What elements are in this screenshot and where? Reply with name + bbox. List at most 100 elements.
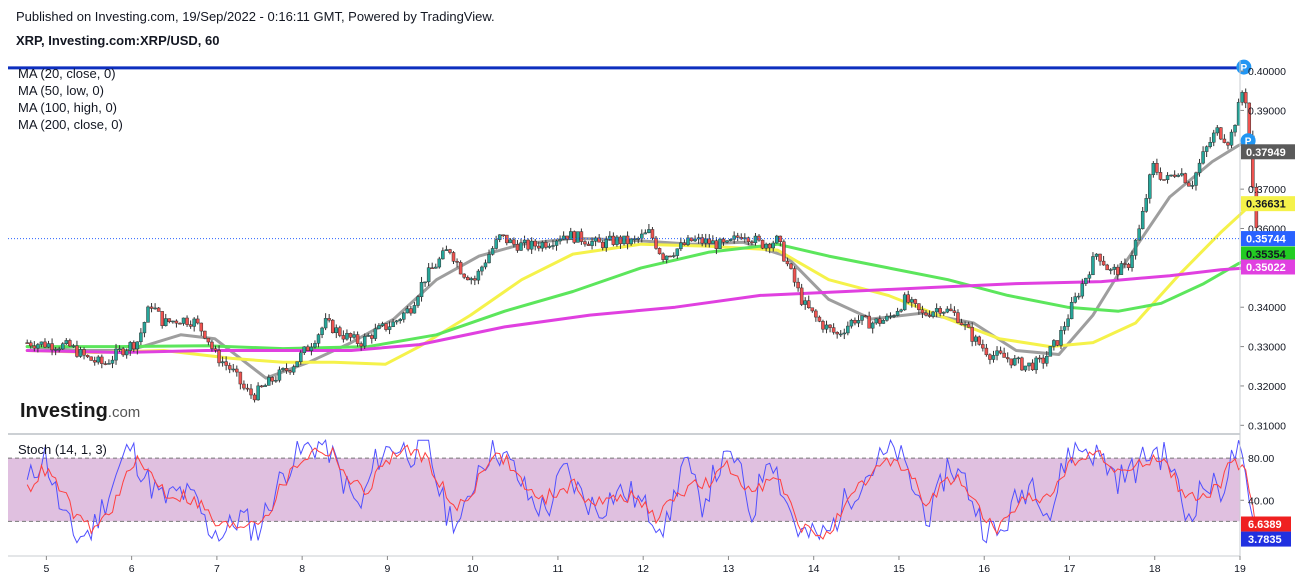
candle-body [600, 241, 605, 248]
candle-body [643, 232, 648, 235]
candle-body [537, 245, 541, 249]
candle-body [483, 262, 488, 268]
candle-body [998, 350, 1003, 354]
investing-logo: Investing.com [20, 400, 140, 422]
candlesticks [25, 88, 1259, 403]
candle-body [629, 238, 633, 245]
candle-body [1005, 357, 1010, 360]
candle-body [224, 361, 228, 366]
candle-body [132, 342, 136, 350]
candle-body [1162, 179, 1166, 181]
candle-body [1151, 163, 1156, 175]
candle-body [85, 354, 90, 358]
candle-body [1190, 185, 1195, 187]
candle-body [970, 327, 974, 342]
legend-ma50[interactable]: MA (50, low, 0) [18, 83, 104, 98]
candle-body [664, 255, 669, 260]
candle-body [867, 315, 871, 329]
candle-body [668, 255, 672, 258]
candle-body [576, 231, 580, 243]
candle-body [480, 266, 484, 272]
legend-ma100[interactable]: MA (100, high, 0) [18, 100, 117, 115]
time-axis[interactable]: 5 6 7 8 9 10 11 12 13 14 15 16 17 18 19 [43, 556, 1246, 575]
stoch-label-box [1241, 516, 1291, 532]
legend-ma200[interactable]: MA (200, close, 0) [18, 117, 123, 132]
price-tick-label: 0.31000 [1248, 420, 1286, 432]
candle-body [885, 315, 889, 321]
candle-body [590, 241, 594, 246]
candle-body [917, 303, 921, 311]
candle-body [512, 239, 516, 245]
candle-body [558, 239, 562, 242]
candle-body [57, 348, 61, 351]
candle-body [1002, 352, 1006, 358]
candle-body [934, 308, 939, 313]
candle-body [529, 240, 534, 250]
candle-body [366, 335, 370, 337]
pivot-label: P [1245, 137, 1252, 148]
candle-body [295, 361, 299, 368]
candle-body [235, 368, 239, 373]
candle-body [46, 343, 51, 348]
candle-body [760, 239, 765, 249]
candle-body [29, 342, 33, 347]
candle-body [1009, 358, 1013, 366]
candle-body [753, 235, 758, 244]
time-tick-label: 5 [43, 563, 49, 575]
stoch-label[interactable]: Stoch (14, 1, 3) [18, 442, 107, 457]
candle-body [203, 330, 207, 339]
candle-body [846, 325, 850, 334]
candle-body [792, 268, 797, 283]
candle-body [981, 344, 985, 349]
candle-body [192, 318, 196, 327]
candle-body [267, 377, 271, 386]
price-label-box [1241, 144, 1295, 160]
candle-body [444, 249, 449, 252]
candle-body [1148, 174, 1152, 199]
candle-body [217, 350, 221, 364]
candle-body [824, 324, 829, 330]
candle-body [771, 242, 775, 249]
candle-body [1243, 92, 1248, 104]
candle-body [242, 383, 246, 389]
price-tick-label: 0.40000 [1248, 66, 1286, 78]
candle-body [323, 318, 328, 329]
candle-body [899, 309, 903, 312]
candle-body [878, 318, 882, 324]
candle-body [593, 237, 598, 242]
legend-ma20[interactable]: MA (20, close, 0) [18, 66, 116, 81]
candle-body [693, 238, 697, 242]
candle-body [672, 255, 676, 257]
candle-body [171, 320, 175, 323]
candle-body [540, 242, 545, 249]
candle-body [352, 334, 356, 338]
candle-body [227, 365, 232, 370]
candle-body [849, 319, 854, 327]
candle-body [1130, 255, 1134, 268]
candle-body [231, 368, 236, 371]
candle-body [579, 231, 584, 242]
candle-body [1076, 295, 1081, 298]
candle-body [640, 233, 644, 239]
candle-body [348, 333, 353, 338]
candle-body [107, 363, 111, 365]
candle-body [96, 356, 101, 363]
candle-body [380, 323, 385, 326]
candle-body [174, 320, 179, 324]
candle-body [689, 237, 694, 242]
candle-body [650, 229, 655, 239]
candle-body [1133, 239, 1138, 256]
candle-body [146, 306, 150, 323]
time-tick-label: 10 [467, 563, 479, 575]
candle-body [345, 333, 349, 340]
candle-body [409, 308, 413, 314]
candle-body [1180, 173, 1184, 176]
stoch-line-%K [26, 438, 1260, 544]
candle-body [931, 311, 935, 317]
candle-body [1013, 358, 1017, 366]
candle-body [188, 324, 193, 327]
candle-body [1194, 172, 1198, 186]
candle-body [238, 371, 243, 385]
